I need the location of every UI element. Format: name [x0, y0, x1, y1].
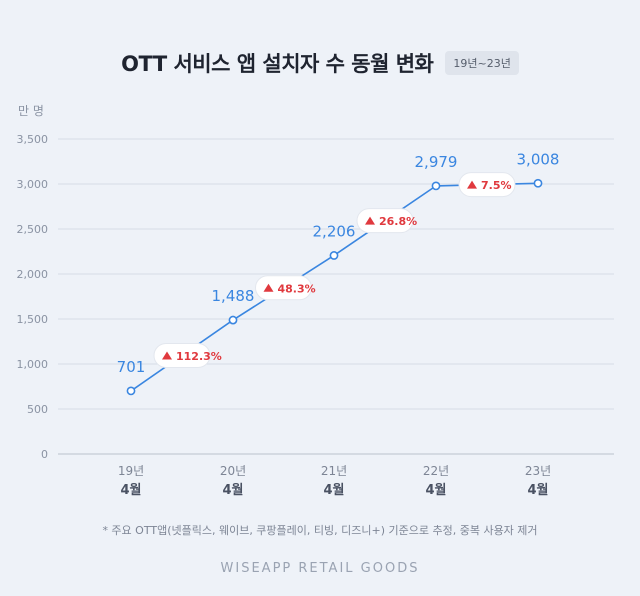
y-tick-label: 0	[41, 448, 48, 461]
x-tick-label-month: 4월	[527, 482, 548, 498]
data-value-label: 2,979	[415, 153, 458, 171]
growth-label-box	[153, 342, 211, 368]
x-tick-label-month: 4월	[425, 482, 446, 498]
title-row: OTT 서비스 앱 설치자 수 동월 변화 19년~23년	[0, 48, 640, 78]
y-tick-label: 3,500	[17, 133, 49, 146]
x-tick-label-month: 4월	[222, 482, 243, 498]
y-tick-label: 2,500	[17, 223, 49, 236]
footnote: * 주요 OTT앱(넷플릭스, 웨이브, 쿠팡플레이, 티빙, 디즈니+) 기준…	[102, 524, 538, 537]
y-tick-label: 1,000	[17, 358, 49, 371]
growth-label-box	[356, 208, 414, 234]
x-tick-label-year: 19년	[118, 464, 144, 478]
data-value-label: 2,206	[313, 222, 356, 240]
growth-label-box	[458, 172, 516, 198]
up-triangle-icon	[263, 283, 274, 292]
data-value-label: 3,008	[517, 150, 560, 168]
y-unit-label: 만 명	[18, 104, 44, 118]
up-triangle-icon	[162, 351, 172, 360]
x-tick-label-year: 20년	[220, 464, 246, 478]
x-tick-label-year: 21년	[321, 464, 347, 478]
x-tick-label-year: 23년	[525, 464, 551, 478]
data-point	[431, 181, 441, 191]
growth-label: 48.3%	[278, 282, 316, 295]
up-triangle-icon	[467, 180, 477, 189]
data-point	[533, 178, 543, 188]
data-point	[329, 251, 339, 260]
data-point	[126, 386, 136, 396]
x-tick-label-month: 4월	[323, 482, 344, 498]
growth-label-box	[255, 275, 312, 301]
up-triangle-icon	[365, 216, 375, 225]
data-point	[228, 315, 238, 325]
y-tick-label: 500	[27, 403, 48, 416]
brand-watermark: WISEAPP RETAIL GOODS	[220, 561, 420, 576]
x-tick-label-year: 22년	[423, 464, 449, 478]
x-tick-label-month: 4월	[120, 482, 141, 498]
chart-title: OTT 서비스 앱 설치자 수 동월 변화	[121, 52, 434, 76]
period-badge: 19년~23년	[445, 51, 519, 75]
y-tick-label: 1,500	[17, 313, 49, 326]
y-tick-label: 2,000	[17, 268, 49, 281]
growth-label: 26.8%	[379, 215, 417, 228]
growth-label: 7.5%	[481, 179, 512, 192]
data-value-label: 701	[117, 358, 146, 376]
y-tick-label: 3,000	[17, 178, 49, 191]
growth-label: 112.3%	[176, 350, 222, 363]
data-value-label: 1,488	[212, 287, 255, 305]
